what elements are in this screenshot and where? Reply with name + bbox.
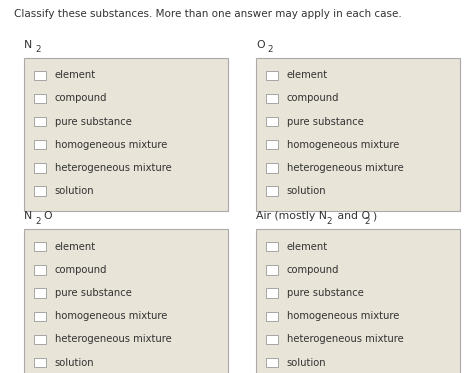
Text: pure substance: pure substance [55,288,131,298]
Text: O: O [44,211,52,221]
FancyBboxPatch shape [34,94,46,103]
Text: homogeneous mixture: homogeneous mixture [55,140,167,150]
FancyBboxPatch shape [24,58,228,211]
FancyBboxPatch shape [34,117,46,126]
Text: element: element [55,70,96,80]
FancyBboxPatch shape [34,288,46,298]
Text: N: N [24,211,32,221]
FancyBboxPatch shape [34,242,46,251]
FancyBboxPatch shape [266,117,278,126]
Text: solution: solution [287,358,327,368]
Text: 2: 2 [365,217,370,226]
FancyBboxPatch shape [266,288,278,298]
Text: N: N [24,40,32,50]
FancyBboxPatch shape [256,58,460,211]
Text: ): ) [372,211,376,221]
Text: 2: 2 [326,217,332,226]
FancyBboxPatch shape [266,163,278,173]
Text: homogeneous mixture: homogeneous mixture [287,140,399,150]
Text: pure substance: pure substance [55,116,131,126]
FancyBboxPatch shape [266,242,278,251]
Text: O: O [256,40,264,50]
Text: compound: compound [55,93,107,103]
FancyBboxPatch shape [34,70,46,80]
Text: compound: compound [55,265,107,275]
FancyBboxPatch shape [266,140,278,149]
Text: Air (mostly N: Air (mostly N [256,211,327,221]
Text: 2: 2 [268,45,273,54]
Text: heterogeneous mixture: heterogeneous mixture [287,335,403,344]
FancyBboxPatch shape [34,140,46,149]
FancyBboxPatch shape [34,186,46,196]
Text: element: element [287,70,328,80]
Text: element: element [55,242,96,252]
Text: homogeneous mixture: homogeneous mixture [55,311,167,321]
Text: compound: compound [287,265,339,275]
FancyBboxPatch shape [34,358,46,367]
Text: heterogeneous mixture: heterogeneous mixture [55,163,171,173]
Text: pure substance: pure substance [287,288,364,298]
FancyBboxPatch shape [266,358,278,367]
FancyBboxPatch shape [24,229,228,373]
Text: heterogeneous mixture: heterogeneous mixture [55,335,171,344]
Text: and O: and O [334,211,370,221]
FancyBboxPatch shape [266,94,278,103]
Text: solution: solution [55,186,94,196]
FancyBboxPatch shape [266,70,278,80]
Text: heterogeneous mixture: heterogeneous mixture [287,163,403,173]
Text: homogeneous mixture: homogeneous mixture [287,311,399,321]
Text: 2: 2 [36,217,41,226]
Text: solution: solution [55,358,94,368]
FancyBboxPatch shape [266,335,278,344]
Text: compound: compound [287,93,339,103]
Text: solution: solution [287,186,327,196]
FancyBboxPatch shape [34,311,46,321]
FancyBboxPatch shape [34,265,46,275]
Text: 2: 2 [36,45,41,54]
FancyBboxPatch shape [34,335,46,344]
FancyBboxPatch shape [266,265,278,275]
FancyBboxPatch shape [34,163,46,173]
Text: element: element [287,242,328,252]
FancyBboxPatch shape [256,229,460,373]
Text: Classify these substances. More than one answer may apply in each case.: Classify these substances. More than one… [14,9,402,19]
FancyBboxPatch shape [266,186,278,196]
FancyBboxPatch shape [266,311,278,321]
Text: pure substance: pure substance [287,116,364,126]
